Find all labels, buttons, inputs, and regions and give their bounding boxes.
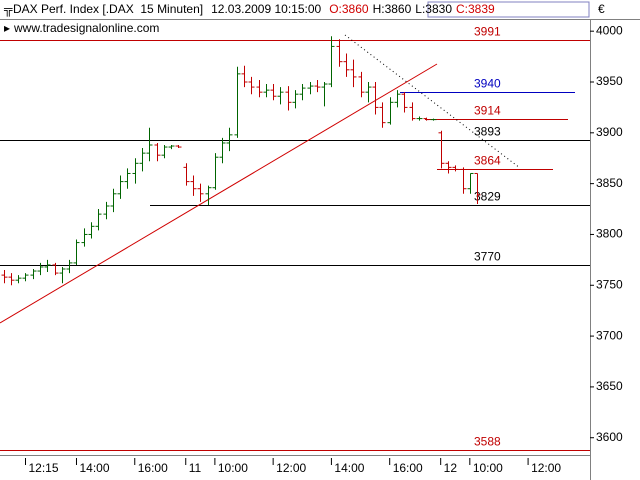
header: DAX Perf. Index [.DAX 15 Minuten] 12.03.2… bbox=[0, 0, 603, 19]
x-tick-label: 12 bbox=[444, 461, 458, 475]
watermark-icon: ▸ bbox=[4, 21, 10, 35]
level-label: 3588 bbox=[474, 435, 501, 449]
plot: 3991 3940 3914 3893 3864 3829 3770 3588 bbox=[0, 25, 590, 451]
quote-value: 3860 bbox=[384, 2, 412, 16]
level-label: 3829 bbox=[474, 190, 501, 204]
y-tick-label: 4000 bbox=[596, 23, 623, 37]
x-tick-label: 16:00 bbox=[393, 461, 423, 475]
quote-label: L: bbox=[415, 2, 426, 16]
quote-value: 3830 bbox=[425, 2, 452, 16]
x-tick-label: 14:00 bbox=[334, 461, 364, 475]
trend-dotted bbox=[344, 34, 521, 169]
chart-title: DAX Perf. Index [.DAX 15 Minuten] bbox=[13, 2, 204, 16]
level-label: 3991 bbox=[474, 25, 501, 39]
quote-value: 3860 bbox=[341, 2, 369, 16]
spacer: 12.03.2009 10:15:00 bbox=[211, 2, 322, 16]
x-tick-label: 10:00 bbox=[473, 461, 503, 475]
level-label: 3914 bbox=[474, 104, 501, 118]
x-tick-label: 12:00 bbox=[276, 461, 306, 475]
x-tick-label: 11 bbox=[189, 461, 202, 475]
y-tick-label: 3750 bbox=[596, 277, 623, 291]
currency: € bbox=[598, 2, 605, 16]
x-tick-label: 10:00 bbox=[218, 461, 248, 475]
level-label: 3770 bbox=[474, 250, 501, 264]
level-label: 3893 bbox=[474, 125, 501, 139]
quote-label: O: bbox=[329, 2, 342, 16]
y-tick-label: 3800 bbox=[596, 227, 623, 241]
x-tick-label: 12:00 bbox=[531, 461, 561, 475]
watermark: www.tradesignalonline.com bbox=[13, 21, 159, 35]
quote-label: H: bbox=[372, 2, 385, 16]
y-tick-label: 3650 bbox=[596, 379, 623, 393]
y-tick-label: 3600 bbox=[596, 430, 623, 444]
trendline bbox=[0, 63, 438, 324]
header-icon: ╦ bbox=[3, 2, 13, 17]
y-tick-label: 3950 bbox=[596, 74, 623, 88]
header-box bbox=[427, 1, 590, 18]
x-tick-label: 16:00 bbox=[138, 461, 168, 475]
level-label: 3940 bbox=[474, 77, 501, 91]
y-tick-label: 3900 bbox=[596, 125, 623, 139]
quote-label: C: bbox=[456, 2, 468, 16]
y-tick-label: 3850 bbox=[596, 176, 623, 190]
quote-value: 3839 bbox=[468, 2, 495, 16]
y-tick-label: 3700 bbox=[596, 328, 623, 342]
level-label: 3864 bbox=[474, 154, 501, 168]
x-tick-label: 14:00 bbox=[79, 461, 109, 475]
x-tick-label: 12:15 bbox=[28, 461, 58, 475]
